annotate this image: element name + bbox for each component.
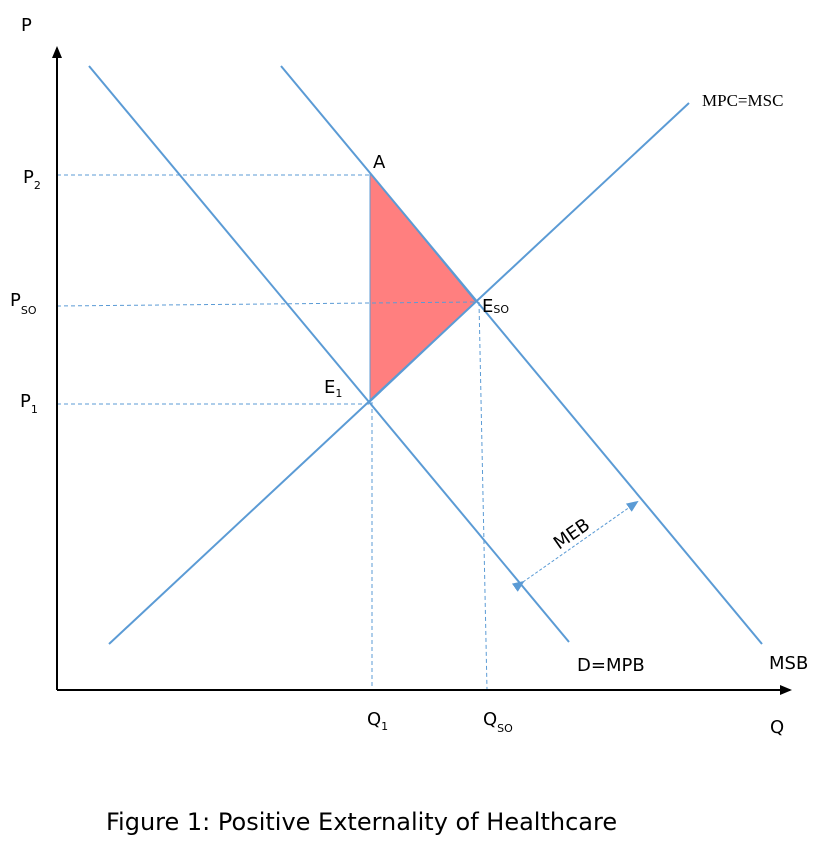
- point-e1-label: E1: [324, 377, 342, 400]
- supply-curve: [108, 102, 690, 645]
- demand-curve: [88, 65, 570, 643]
- pso-label: PSO: [10, 290, 37, 317]
- x-axis-label: Q: [770, 717, 784, 738]
- qso-guide: [478, 301, 488, 691]
- point-a-label: A: [373, 152, 386, 173]
- meb-label: MEB: [550, 514, 594, 554]
- msb-curve-label: MSB: [769, 653, 808, 674]
- y-axis-label: P: [21, 15, 32, 36]
- demand-curve-label: D=MPB: [577, 655, 645, 676]
- meb-arrow: [511, 500, 639, 592]
- p2-label: P2: [23, 167, 41, 192]
- point-eso-label: ESO: [482, 296, 509, 317]
- supply-curve-label: MPC=MSC: [702, 91, 783, 110]
- qso-label: QSO: [483, 709, 513, 735]
- figure-caption: Figure 1: Positive Externality of Health…: [106, 808, 617, 836]
- welfare-gain-triangle: [369, 171, 477, 404]
- q1-label: Q1: [367, 709, 388, 733]
- msb-curve: [280, 65, 763, 645]
- p1-label: P1: [20, 391, 38, 416]
